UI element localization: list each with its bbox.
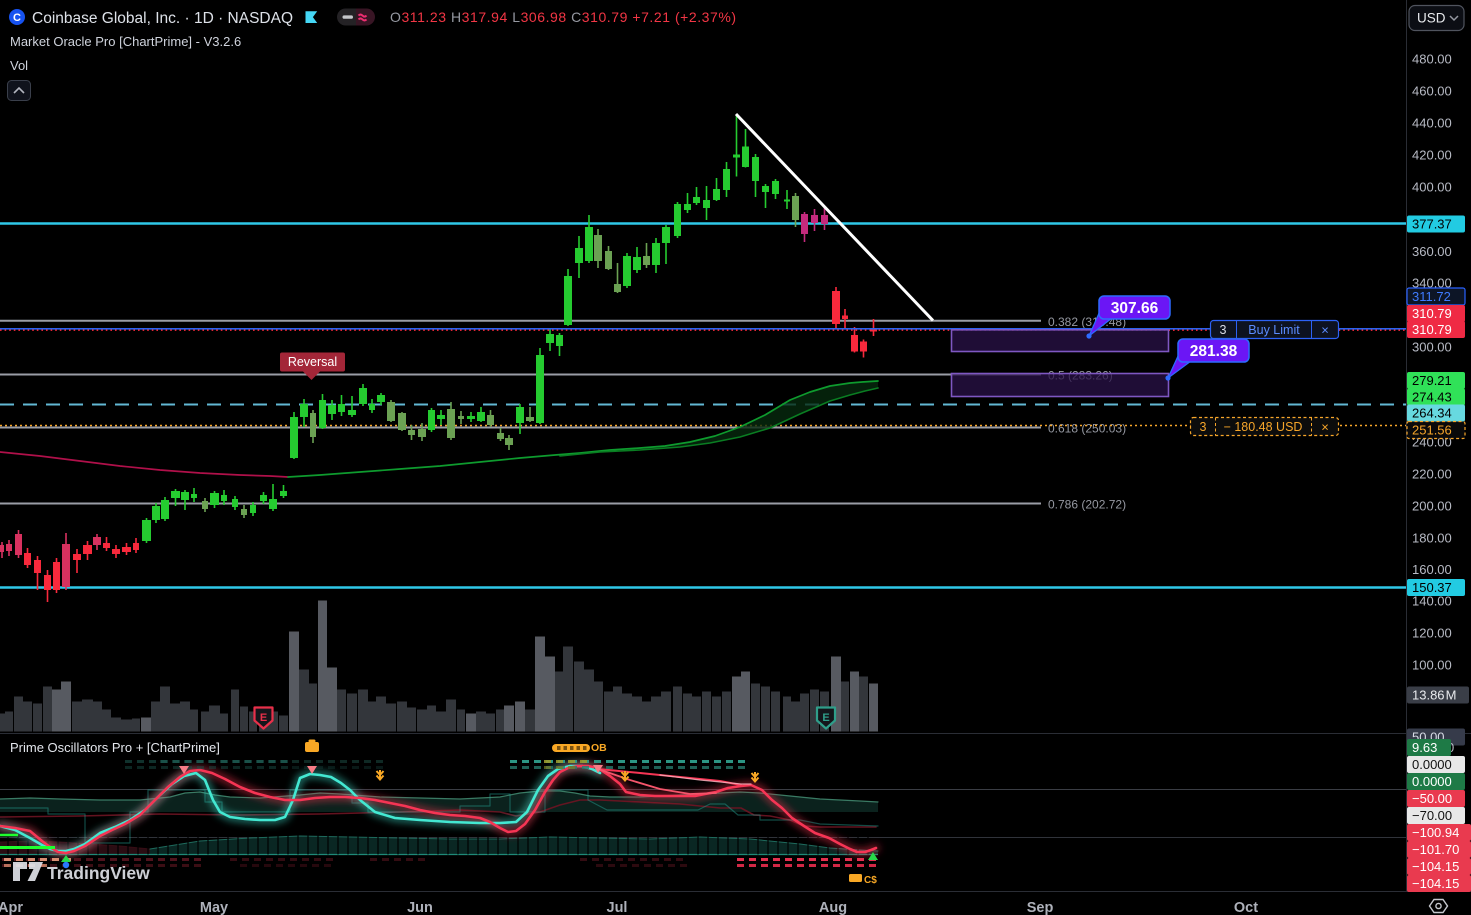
svg-text:360.00: 360.00 — [1412, 244, 1452, 259]
svg-text:Jul: Jul — [607, 900, 628, 915]
svg-text:3: 3 — [1200, 420, 1207, 434]
svg-text:Buy Limit: Buy Limit — [1248, 323, 1300, 337]
svg-text:USD: USD — [1417, 11, 1446, 26]
svg-text:279.21: 279.21 — [1412, 373, 1452, 388]
svg-text:9.63: 9.63 — [1412, 740, 1437, 755]
svg-text:251.56: 251.56 — [1412, 423, 1452, 438]
svg-text:OB: OB — [591, 742, 607, 754]
svg-text:377.37: 377.37 — [1412, 217, 1452, 232]
svg-text:480.00: 480.00 — [1412, 52, 1452, 67]
svg-text:340.00: 340.00 — [1412, 276, 1452, 291]
svg-text:− 180.48 USD: − 180.48 USD — [1224, 420, 1303, 434]
svg-text:150.37: 150.37 — [1412, 580, 1452, 595]
svg-text:Jun: Jun — [407, 900, 433, 915]
svg-text:120.00: 120.00 — [1412, 626, 1452, 641]
svg-text:C$: C$ — [864, 875, 877, 886]
svg-text:Reversal: Reversal — [288, 355, 337, 369]
svg-text:400.00: 400.00 — [1412, 180, 1452, 195]
svg-text:420.00: 420.00 — [1412, 148, 1452, 163]
svg-text:Aug: Aug — [819, 900, 847, 915]
svg-text:−100.94: −100.94 — [1412, 825, 1459, 840]
svg-text:TradingView: TradingView — [47, 863, 150, 883]
svg-text:0.0000: 0.0000 — [1412, 757, 1452, 772]
svg-text:460.00: 460.00 — [1412, 84, 1452, 99]
svg-text:Coinbase Global, Inc. · 1D · N: Coinbase Global, Inc. · 1D · NASDAQ — [32, 10, 293, 27]
svg-text:440.00: 440.00 — [1412, 116, 1452, 131]
svg-text:100.00: 100.00 — [1412, 658, 1452, 673]
svg-text:220.00: 220.00 — [1412, 467, 1452, 482]
svg-text:E: E — [260, 712, 267, 724]
svg-text:310.79: 310.79 — [1412, 306, 1452, 321]
svg-text:0.0000: 0.0000 — [1412, 774, 1452, 789]
svg-text:140.00: 140.00 — [1412, 594, 1452, 609]
svg-text:May: May — [200, 900, 228, 915]
svg-text:×: × — [1321, 323, 1329, 338]
svg-text:307.66: 307.66 — [1111, 300, 1159, 317]
svg-text:310.79: 310.79 — [1412, 322, 1452, 337]
svg-text:−104.15: −104.15 — [1412, 876, 1459, 891]
svg-text:281.38: 281.38 — [1190, 343, 1238, 360]
svg-text:Apr: Apr — [0, 900, 23, 915]
svg-text:O311.23 H317.94 L306.98 C310.7: O311.23 H317.94 L306.98 C310.79 +7.21 (+… — [390, 9, 737, 25]
svg-text:C: C — [13, 12, 21, 24]
svg-text:Sep: Sep — [1027, 900, 1054, 915]
svg-text:200.00: 200.00 — [1412, 499, 1452, 514]
svg-text:13.86 M: 13.86 M — [1412, 688, 1456, 703]
svg-text:Market Oracle Pro [ChartPrime]: Market Oracle Pro [ChartPrime] - V3.2.6 — [10, 34, 241, 49]
svg-text:−70.00: −70.00 — [1412, 808, 1452, 823]
svg-text:Prime Oscillators Pro + [Chart: Prime Oscillators Pro + [ChartPrime] — [10, 740, 220, 755]
svg-text:264.34: 264.34 — [1412, 406, 1452, 421]
svg-text:3: 3 — [1220, 323, 1227, 337]
svg-text:E: E — [822, 712, 829, 724]
svg-text:×: × — [1321, 420, 1329, 435]
svg-text:−101.70: −101.70 — [1412, 842, 1459, 857]
svg-text:−104.15: −104.15 — [1412, 859, 1459, 874]
svg-text:274.43: 274.43 — [1412, 390, 1452, 405]
svg-text:160.00: 160.00 — [1412, 562, 1452, 577]
svg-text:0.618 (250.03): 0.618 (250.03) — [1048, 422, 1126, 436]
svg-text:0.786 (202.72): 0.786 (202.72) — [1048, 498, 1126, 512]
svg-text:180.00: 180.00 — [1412, 531, 1452, 546]
svg-text:Vol: Vol — [10, 58, 28, 73]
svg-text:311.72: 311.72 — [1412, 289, 1451, 304]
svg-text:Oct: Oct — [1234, 900, 1258, 915]
svg-text:300.00: 300.00 — [1412, 340, 1452, 355]
svg-text:−50.00: −50.00 — [1412, 791, 1452, 806]
